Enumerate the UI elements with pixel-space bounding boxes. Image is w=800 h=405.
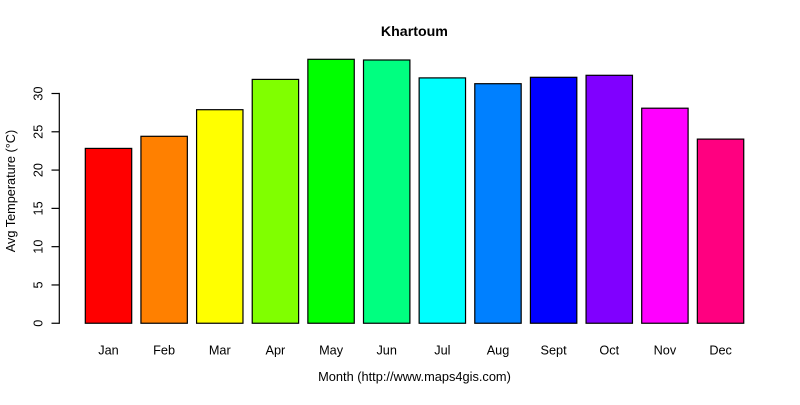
svg-text:30: 30 — [32, 86, 46, 100]
svg-text:0: 0 — [32, 320, 46, 327]
svg-text:10: 10 — [32, 240, 46, 254]
svg-text:Khartoum: Khartoum — [381, 24, 448, 40]
svg-text:Dec: Dec — [709, 344, 732, 358]
svg-text:Nov: Nov — [654, 344, 677, 358]
svg-text:Month (http://www.maps4gis.com: Month (http://www.maps4gis.com) — [318, 369, 511, 384]
svg-text:May: May — [319, 344, 344, 358]
svg-text:Jun: Jun — [376, 344, 396, 358]
svg-text:Jul: Jul — [434, 344, 450, 358]
svg-text:Feb: Feb — [153, 344, 175, 358]
svg-text:Oct: Oct — [599, 344, 619, 358]
svg-text:Mar: Mar — [209, 344, 232, 358]
svg-text:Apr: Apr — [266, 344, 287, 358]
svg-text:Aug: Aug — [487, 344, 510, 358]
svg-text:Jan: Jan — [98, 344, 118, 358]
svg-text:Sept: Sept — [541, 344, 568, 358]
svg-text:15: 15 — [32, 201, 46, 215]
svg-text:5: 5 — [32, 281, 46, 288]
svg-text:20: 20 — [32, 163, 46, 177]
svg-text:Avg Temperature (°C): Avg Temperature (°C) — [4, 130, 18, 252]
svg-text:25: 25 — [32, 125, 46, 139]
